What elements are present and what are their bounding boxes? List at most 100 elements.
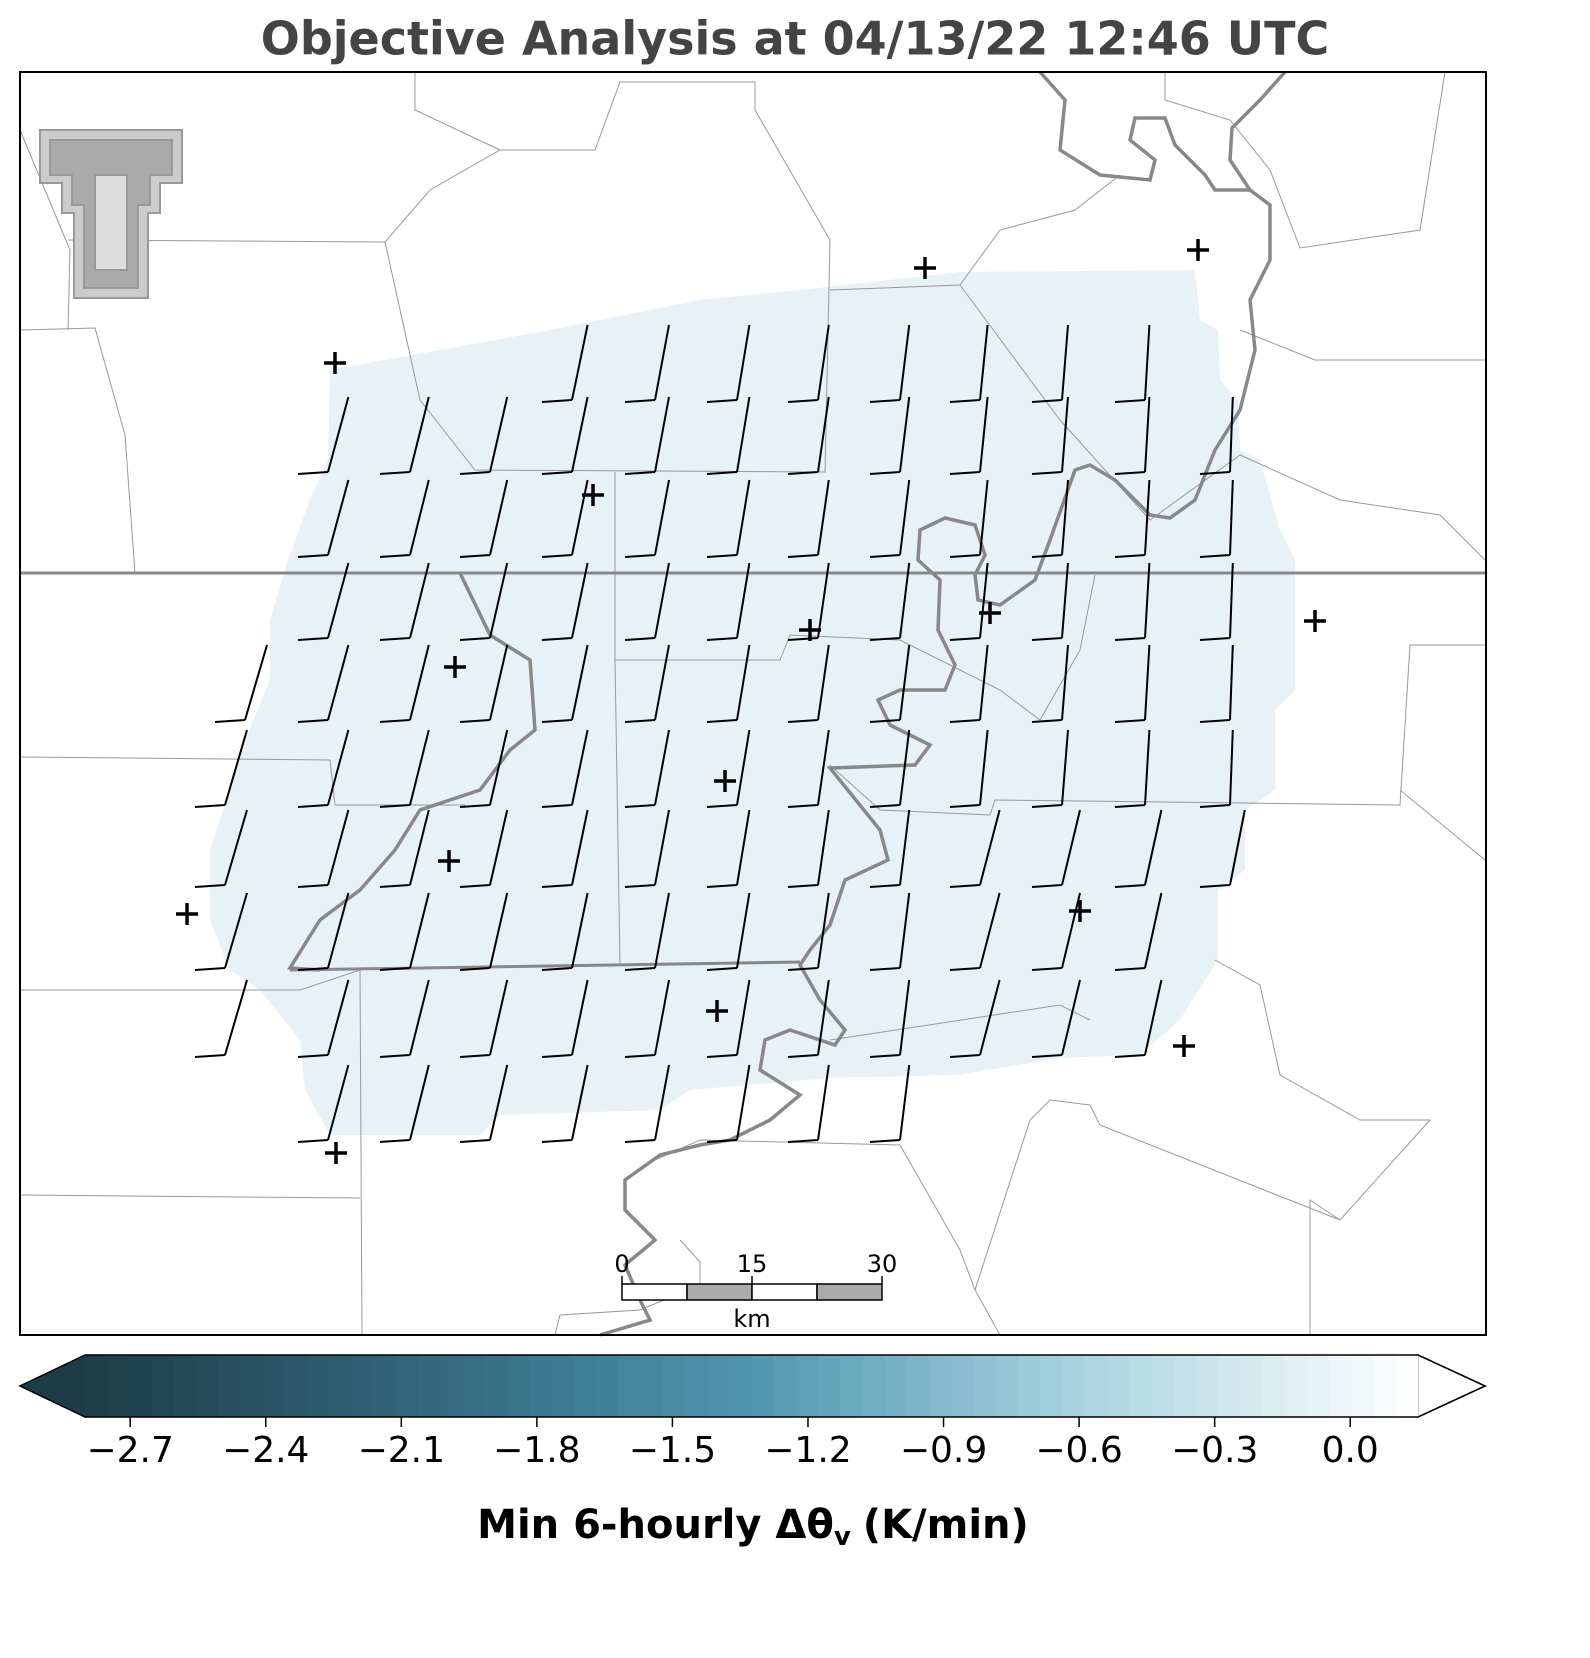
wind-barb [949,644,989,723]
label-text: Min 6-hourly Δθ [477,1502,834,1548]
wind-barb [1031,892,1081,971]
wind-barb [194,979,248,1058]
wind-barb [869,396,911,475]
wind-barb [541,809,589,888]
wind-barb [706,979,751,1058]
colorbar-swatch [1129,1355,1152,1417]
wind-barb [869,1064,911,1143]
station-marker [714,770,736,792]
colorbar-swatch [196,1355,219,1417]
colorbar-swatch [973,1355,997,1417]
colorbar-tick-label: −1.5 [629,1430,716,1471]
colorbar-swatch [818,1355,841,1417]
colorbar-tick-label: −2.1 [358,1430,445,1471]
map-frame [19,71,1487,1336]
title: Objective Analysis at 04/13/22 12:46 UTC [261,12,1330,66]
wind-barb [706,479,751,558]
stations [176,239,1326,1164]
station-marker [1069,900,1091,922]
wind-barb [541,479,589,558]
wind-barb [297,396,350,475]
colorbar-swatch [684,1355,708,1417]
colorbar-swatch [1173,1355,1197,1417]
colorbar-swatch [1373,1355,1397,1417]
wind-barb [787,979,830,1058]
wind-barb [624,562,670,641]
wind-barb [541,1064,589,1143]
colorbar-swatch [240,1355,264,1417]
wind-barb [787,729,830,808]
wind-barb [297,644,350,723]
colorbar-swatch [284,1355,308,1417]
station-marker [325,1142,347,1164]
wind-barb [379,562,430,641]
wind-barb [459,1064,509,1143]
wind-barb [787,396,830,475]
colorbar-swatch [307,1355,330,1417]
wind-barb [1199,729,1234,808]
colorbar-swatch [351,1355,375,1417]
scale-label: 0 [614,1250,629,1278]
scale-segment [751,1283,818,1301]
wind-barb [459,396,509,475]
wind-barb [949,324,989,403]
scale-unit: km [733,1305,770,1333]
wind-barb [1114,562,1151,641]
wind-barb [379,1064,430,1143]
colorbar-swatch [1240,1355,1264,1417]
colorbar-swatch [929,1355,953,1417]
colorbar-swatch [995,1355,1019,1417]
colorbar-swatch [507,1355,530,1417]
station-marker [324,352,346,374]
colorbar-swatch [329,1355,353,1417]
wind-barb [459,644,509,723]
colorbar-tick-label: −2.4 [222,1430,309,1471]
wind-barb [1199,479,1234,558]
wind-barb [706,809,751,888]
wind-barb [1031,562,1069,641]
colorbar-swatch [773,1355,797,1417]
wind-barb [869,979,911,1058]
colorbar-swatch [884,1355,908,1417]
colorbar-swatch [640,1355,664,1417]
station-marker [799,619,821,641]
station-marker [1187,239,1209,261]
colorbar-swatch [662,1355,686,1417]
station-marker [1304,610,1326,632]
colorbar-outline [18,1354,1487,1418]
colorbar-swatch [440,1355,464,1417]
colorbar-swatch [1040,1355,1064,1417]
station-marker [444,656,466,678]
colorbar-swatch [795,1355,819,1417]
wind-barb [297,479,350,558]
wind-barb [297,729,350,808]
station-marker [706,1000,728,1022]
colorbar-swatch [1284,1355,1308,1417]
station-marker [1173,1035,1195,1057]
colorbar-tick-label: −1.8 [493,1430,580,1471]
wind-barb [787,562,830,641]
wind-barb [1031,324,1069,403]
wind-barb [787,479,830,558]
colorbar-swatch [573,1355,597,1417]
wind-barb [1114,979,1163,1058]
wind-barb [869,479,911,558]
wind-barb [541,396,589,475]
station-marker [438,850,460,872]
wind-barb [706,562,751,641]
wind-barb [541,562,589,641]
wind-barb [379,809,430,888]
colorbar-label: Min 6-hourly Δθv (K/min) [477,1502,1029,1552]
colorbar-swatch [218,1355,242,1417]
wind-barb [541,729,589,808]
wind-barb [706,729,751,808]
wind-barb [1031,479,1069,558]
colorbar-extend-high [1417,1353,1487,1419]
wind-barb [869,644,911,723]
wind-barb [949,892,1001,971]
colorbar-tick-label: −0.3 [1171,1430,1258,1471]
wind-barb [194,729,248,808]
colorbar-swatch [907,1355,930,1417]
colorbar-swatch [1151,1355,1175,1417]
colorbar-swatch [551,1355,575,1417]
